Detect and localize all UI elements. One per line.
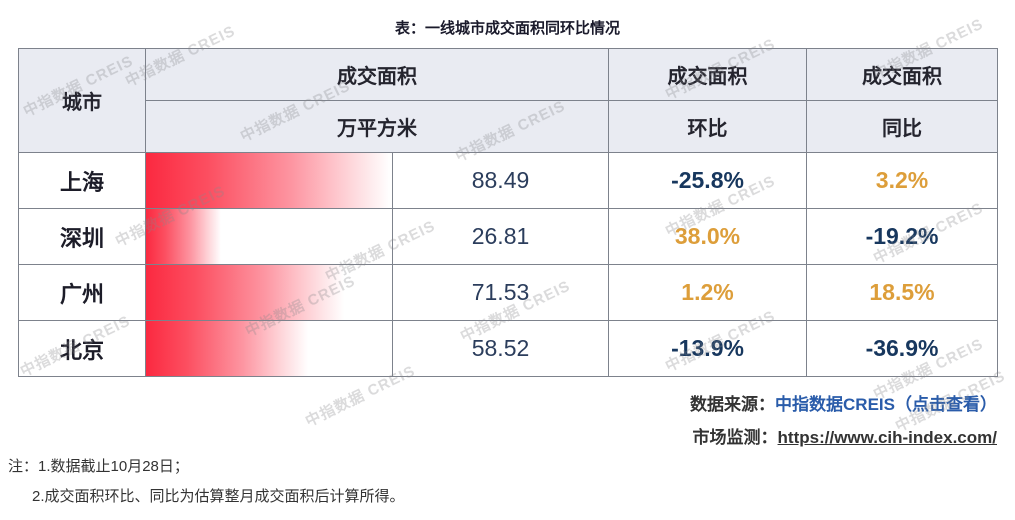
bar-cell [145, 208, 393, 265]
market-monitor-label: 市场监测： [692, 428, 778, 447]
header-city: 城市 [18, 48, 146, 153]
table-row: 深圳 26.81 38.0% -19.2% [18, 208, 998, 265]
market-monitor-url[interactable]: https://www.cih-index.com/ [777, 428, 997, 447]
area-value: 88.49 [392, 152, 609, 209]
footnote-1: 注：1.数据截止10月28日； [8, 458, 189, 475]
yoy-value: -19.2% [806, 208, 998, 265]
mom-value: -25.8% [608, 152, 807, 209]
bar-cell [145, 152, 393, 209]
city-cell: 广州 [18, 264, 146, 321]
yoy-value: -36.9% [806, 320, 998, 377]
header-row-1: 城市 成交面积 成交面积 成交面积 [18, 48, 998, 153]
yoy-value: 18.5% [806, 264, 998, 321]
area-value: 26.81 [392, 208, 609, 265]
city-cell: 上海 [18, 152, 146, 209]
header-mom-label: 环比 [608, 100, 807, 153]
data-source-link[interactable]: 中指数据CREIS（点击查看） [775, 395, 997, 414]
table-row: 北京 58.52 -13.9% -36.9% [18, 320, 998, 377]
header-yoy-label: 同比 [806, 100, 998, 153]
market-monitor-line: 市场监测：https://www.cih-index.com/ [18, 423, 997, 448]
mom-value: 38.0% [608, 208, 807, 265]
data-source-label: 数据来源： [690, 395, 776, 414]
area-value: 58.52 [392, 320, 609, 377]
area-value: 71.53 [392, 264, 609, 321]
header-area-unit: 万平方米 [145, 100, 609, 153]
yoy-value: 3.2% [806, 152, 998, 209]
mom-value: 1.2% [608, 264, 807, 321]
area-bar [146, 153, 390, 208]
header-yoy-group: 成交面积 [806, 48, 998, 101]
table-row: 上海 88.49 -25.8% 3.2% [18, 152, 998, 209]
city-cell: 北京 [18, 320, 146, 377]
mom-value: -13.9% [608, 320, 807, 377]
data-source-line: 数据来源：中指数据CREIS（点击查看） [18, 390, 997, 415]
bar-cell [145, 264, 393, 321]
header-row-2: 万平方米 环比 同比 [19, 100, 998, 153]
transaction-table: 城市 成交面积 成交面积 成交面积 万平方米 环比 同比 上海 88.49 -2… [18, 48, 998, 377]
table-row: 广州 71.53 1.2% 18.5% [18, 264, 998, 321]
area-bar [146, 321, 309, 376]
footnotes: 注：1.数据截止10月28日； 2.成交面积环比、同比为估算整月成交面积后计算所… [8, 452, 405, 512]
header-mom-group: 成交面积 [608, 48, 807, 101]
area-bar [146, 265, 345, 320]
footnote-2: 2.成交面积环比、同比为估算整月成交面积后计算所得。 [32, 488, 405, 505]
page-title: 表：一线城市成交面积同环比情况 [394, 20, 620, 37]
header-area-group: 成交面积 [145, 48, 609, 101]
city-cell: 深圳 [18, 208, 146, 265]
bar-cell [145, 320, 393, 377]
area-bar [146, 209, 222, 264]
